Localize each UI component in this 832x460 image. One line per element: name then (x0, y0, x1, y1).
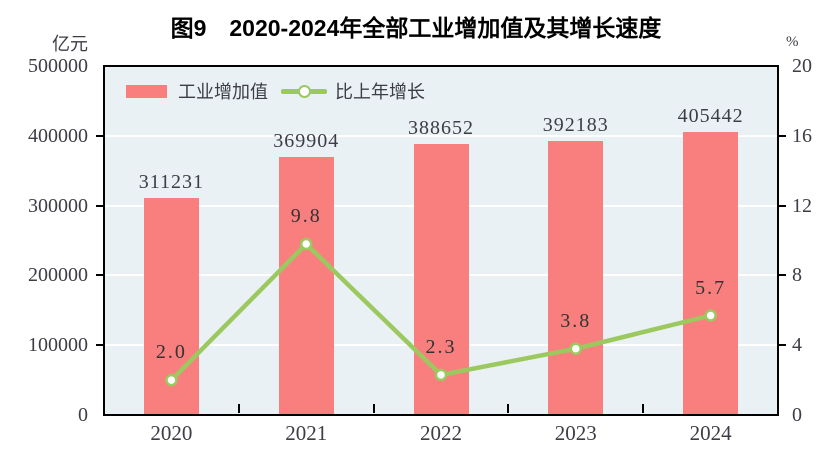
line-marker-2020 (165, 373, 178, 387)
left-axis-tick-label: 500000 (28, 55, 88, 77)
right-axis-tick-label: 12 (792, 194, 812, 217)
left-axis-tick (96, 344, 104, 347)
bar-value-label-2023: 392183 (542, 114, 609, 137)
x-axis-tick (372, 404, 375, 413)
right-axis-tick-label: 4 (792, 334, 802, 357)
left-axis-tick-label: 0 (78, 404, 88, 426)
bar-value-label-2021: 369904 (273, 129, 340, 152)
bar-series-swatch (126, 84, 167, 98)
line-marker-2024 (704, 309, 717, 322)
left-axis-tick (96, 134, 104, 137)
bar-2024 (683, 132, 739, 415)
left-axis-tick (96, 204, 104, 207)
line-marker-2021 (299, 237, 313, 251)
bar-value-label-2020: 311231 (138, 170, 205, 193)
left-axis-tick-label: 100000 (28, 334, 88, 357)
right-axis-tick-label: 20 (792, 55, 812, 77)
x-axis-label-2021: 2021 (285, 421, 328, 445)
line-symbol-marker-icon (298, 85, 311, 98)
bar-2023 (548, 141, 604, 415)
legend: 工业增加值 比上年增长 (126, 78, 425, 104)
line-value-label-2021: 9.8 (290, 205, 322, 227)
right-axis-tick-label: 16 (792, 124, 812, 147)
bar-value-label-2024: 405442 (677, 105, 744, 127)
line-marker-2022 (434, 368, 448, 382)
left-axis-unit: 亿元 (52, 34, 88, 54)
left-axis-tick-label: 300000 (28, 194, 88, 217)
right-axis-tick (778, 274, 786, 277)
line-value-label-2024: 5.7 (695, 276, 727, 299)
x-axis-label-2023: 2023 (554, 421, 597, 445)
legend-line-label: 比上年增长 (335, 82, 425, 102)
line-marker-2023 (569, 342, 583, 355)
growth-line-layer (165, 237, 717, 387)
left-axis-tick (96, 274, 104, 277)
legend-bar-label: 工业增加值 (178, 82, 268, 102)
bar-2021 (278, 156, 334, 415)
x-axis-label-2024: 2024 (689, 421, 732, 445)
chart-title: 图9 2020-2024年全部工业增加值及其增长速度 (170, 15, 662, 41)
line-series-symbol (281, 84, 327, 98)
x-axis-label-2020: 2020 (150, 421, 193, 445)
right-axis-tick (778, 204, 786, 207)
left-axis-tick-label: 200000 (28, 264, 88, 287)
legend-item-line: 比上年增长 (281, 78, 425, 104)
legend-item-bar: 工业增加值 (126, 78, 268, 104)
right-axis-tick-label: 8 (792, 264, 802, 287)
x-axis-tick (237, 404, 240, 413)
right-axis-tick (778, 344, 786, 347)
growth-line (169, 240, 712, 382)
right-axis-unit: % (786, 34, 799, 50)
bar-value-label-2022: 388652 (408, 116, 474, 139)
line-value-label-2023: 3.8 (560, 309, 592, 332)
x-axis-label-2022: 2022 (420, 421, 462, 445)
gridline-400000 (104, 134, 778, 137)
left-axis-tick-label: 400000 (28, 124, 88, 147)
line-value-label-2020: 2.0 (155, 341, 187, 364)
line-value-label-2022: 2.3 (425, 335, 457, 358)
right-axis-tick (778, 134, 786, 137)
x-axis-tick (507, 404, 510, 413)
x-axis-tick (642, 404, 645, 413)
right-axis-tick-label: 0 (792, 404, 802, 426)
